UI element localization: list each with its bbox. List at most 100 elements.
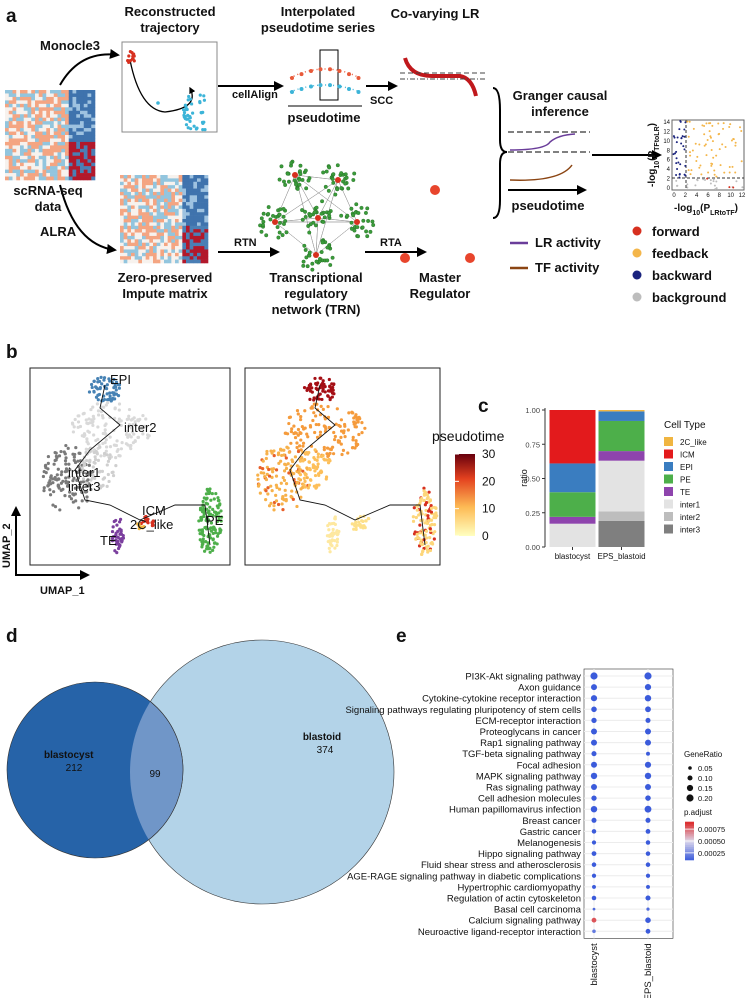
heat-cell bbox=[193, 246, 198, 250]
lr-curve bbox=[509, 133, 576, 151]
heat-cell bbox=[76, 135, 81, 139]
cell bbox=[52, 490, 56, 494]
heat-cell bbox=[127, 195, 132, 199]
node bbox=[346, 186, 351, 191]
cell bbox=[429, 510, 434, 514]
heat-cell bbox=[193, 195, 198, 199]
point bbox=[681, 135, 684, 138]
heat-cell bbox=[149, 242, 154, 247]
heat-cell bbox=[156, 219, 161, 223]
cell bbox=[323, 385, 327, 389]
heat-cell bbox=[16, 100, 21, 105]
heat-cell bbox=[134, 225, 139, 230]
bar-segment bbox=[549, 516, 596, 524]
cell bbox=[198, 93, 202, 97]
heat-cell bbox=[164, 246, 168, 250]
umap-box bbox=[244, 367, 441, 566]
cell bbox=[212, 497, 216, 501]
cell bbox=[87, 390, 92, 394]
heat-cell bbox=[87, 162, 92, 167]
heat-cell bbox=[5, 114, 10, 118]
cell bbox=[266, 492, 270, 496]
cell bbox=[289, 441, 293, 445]
heat-cell bbox=[38, 121, 43, 125]
cell bbox=[126, 435, 130, 439]
heat-cell bbox=[138, 178, 143, 183]
heat-cell bbox=[138, 188, 143, 193]
heat-cell bbox=[57, 117, 62, 122]
heat-cell bbox=[156, 246, 161, 250]
cell bbox=[97, 413, 101, 417]
heat-cell bbox=[160, 229, 165, 233]
label: inference bbox=[531, 104, 589, 119]
label: 8 bbox=[667, 148, 671, 154]
heat-cell bbox=[5, 159, 10, 163]
heat-cell bbox=[53, 90, 58, 94]
heat-cell bbox=[8, 145, 13, 150]
heat-cell bbox=[23, 176, 28, 181]
heat-cell bbox=[167, 181, 172, 186]
point bbox=[672, 153, 675, 156]
arrow bbox=[59, 184, 117, 254]
node bbox=[339, 186, 344, 191]
heat-cell bbox=[91, 166, 96, 170]
node bbox=[259, 229, 264, 234]
heat-cell bbox=[149, 246, 154, 250]
label-part: -log bbox=[674, 203, 692, 214]
edge bbox=[274, 217, 319, 223]
cell bbox=[114, 456, 118, 460]
heat-cell bbox=[131, 232, 135, 237]
heat-cell bbox=[8, 100, 13, 105]
heat-cell bbox=[123, 249, 128, 254]
heat-cell bbox=[16, 131, 21, 136]
heat-cell bbox=[189, 215, 194, 220]
legend-dot bbox=[632, 270, 642, 280]
heat-cell bbox=[68, 90, 73, 94]
heat-cell bbox=[131, 205, 135, 210]
heat-cell bbox=[72, 173, 77, 177]
point bbox=[715, 180, 718, 183]
heat-cell bbox=[149, 208, 154, 213]
heat-cell bbox=[31, 135, 36, 139]
heat-cell bbox=[142, 198, 146, 203]
heat-cell bbox=[16, 159, 21, 163]
heat-cell bbox=[167, 178, 172, 183]
heat-cell bbox=[189, 212, 194, 216]
heat-cell bbox=[156, 225, 161, 230]
heat-cell bbox=[127, 215, 132, 220]
heat-cell bbox=[87, 131, 92, 136]
heat-cell bbox=[12, 128, 17, 132]
point bbox=[709, 122, 712, 125]
cell bbox=[340, 452, 344, 457]
cell bbox=[329, 542, 333, 546]
heat-cell bbox=[182, 208, 187, 213]
cell bbox=[283, 431, 287, 435]
heat-cell bbox=[50, 114, 55, 118]
heat-cell bbox=[142, 219, 146, 223]
node bbox=[307, 250, 312, 255]
heat-cell bbox=[138, 191, 143, 196]
label: Focal adhesion bbox=[517, 760, 581, 771]
label: c bbox=[478, 396, 489, 417]
heat-cell bbox=[134, 242, 139, 247]
heat-cell bbox=[134, 188, 139, 193]
heat-cell bbox=[167, 195, 172, 199]
cell bbox=[296, 449, 301, 454]
heat-cell bbox=[186, 195, 190, 199]
point bbox=[713, 173, 716, 176]
heat-cell bbox=[200, 208, 205, 213]
cell bbox=[63, 459, 68, 463]
heat-cell bbox=[167, 229, 172, 233]
legend-swatch bbox=[664, 462, 673, 471]
heat-cell bbox=[120, 252, 124, 257]
cell bbox=[269, 484, 273, 488]
heat-cell bbox=[142, 246, 146, 250]
heat-cell bbox=[76, 159, 81, 163]
heat-cell bbox=[23, 135, 28, 139]
heat-cell bbox=[127, 185, 132, 189]
heat-cell bbox=[31, 148, 36, 153]
heat-cell bbox=[193, 198, 198, 203]
heat-cell bbox=[46, 145, 51, 150]
cell bbox=[333, 434, 337, 439]
cell bbox=[314, 422, 318, 427]
